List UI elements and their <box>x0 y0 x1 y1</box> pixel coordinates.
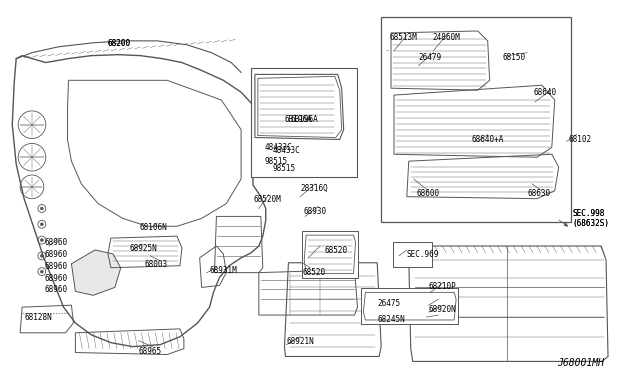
Text: 68210P: 68210P <box>429 282 456 292</box>
Text: 68513M: 68513M <box>389 33 417 42</box>
Bar <box>302 231 358 278</box>
Polygon shape <box>72 250 121 295</box>
Text: 68520: 68520 <box>302 268 325 277</box>
Text: 6B196A: 6B196A <box>291 115 318 124</box>
Text: (68632S): (68632S) <box>573 219 609 228</box>
Text: 68520: 68520 <box>325 246 348 255</box>
Text: 68200: 68200 <box>108 39 131 48</box>
Circle shape <box>40 223 44 226</box>
Text: 68931M: 68931M <box>209 266 237 275</box>
Text: 68630: 68630 <box>527 189 550 198</box>
Text: 68965: 68965 <box>138 347 162 356</box>
Text: 98515: 98515 <box>265 157 288 166</box>
Text: SEC.998: SEC.998 <box>573 209 605 218</box>
Text: 68520M: 68520M <box>254 195 282 204</box>
Text: 68200: 68200 <box>108 39 131 48</box>
Text: 68960: 68960 <box>45 238 68 247</box>
Circle shape <box>40 207 44 210</box>
Text: 68921N: 68921N <box>287 337 314 346</box>
Text: 68150: 68150 <box>502 53 525 62</box>
Text: 68920N: 68920N <box>429 305 456 314</box>
Text: 68960: 68960 <box>45 262 68 271</box>
Text: 26475: 26475 <box>377 299 401 308</box>
Text: 68245N: 68245N <box>377 315 405 324</box>
Text: SEC.969: SEC.969 <box>407 250 439 259</box>
Text: 26479: 26479 <box>419 53 442 62</box>
Text: 48433C: 48433C <box>273 147 300 155</box>
Text: 68640+A: 68640+A <box>472 135 504 144</box>
Text: 28316Q: 28316Q <box>300 184 328 193</box>
Text: 68600: 68600 <box>417 189 440 198</box>
Text: 68960: 68960 <box>45 250 68 259</box>
Text: 68925N: 68925N <box>130 244 157 253</box>
Text: SEC.998: SEC.998 <box>573 209 605 218</box>
Text: 6B196A: 6B196A <box>285 115 312 124</box>
Text: 68003: 68003 <box>145 260 168 269</box>
Bar <box>251 68 358 177</box>
Circle shape <box>40 238 44 241</box>
Text: 48433C: 48433C <box>265 143 292 152</box>
Text: 68960: 68960 <box>45 274 68 283</box>
Circle shape <box>40 270 44 273</box>
Circle shape <box>40 254 44 257</box>
Bar <box>381 17 570 222</box>
Text: 68106N: 68106N <box>140 223 167 232</box>
Text: 68128N: 68128N <box>24 313 52 322</box>
Text: 68640: 68640 <box>533 88 556 97</box>
Text: 24860M: 24860M <box>433 33 460 42</box>
Text: 68960: 68960 <box>45 285 68 295</box>
Bar <box>362 288 458 324</box>
Bar <box>393 242 433 267</box>
Text: J68001MH: J68001MH <box>557 359 604 368</box>
Text: (68632S): (68632S) <box>573 219 609 228</box>
Text: 98515: 98515 <box>273 164 296 173</box>
Text: 68102: 68102 <box>568 135 592 144</box>
Text: 68930: 68930 <box>303 206 326 215</box>
